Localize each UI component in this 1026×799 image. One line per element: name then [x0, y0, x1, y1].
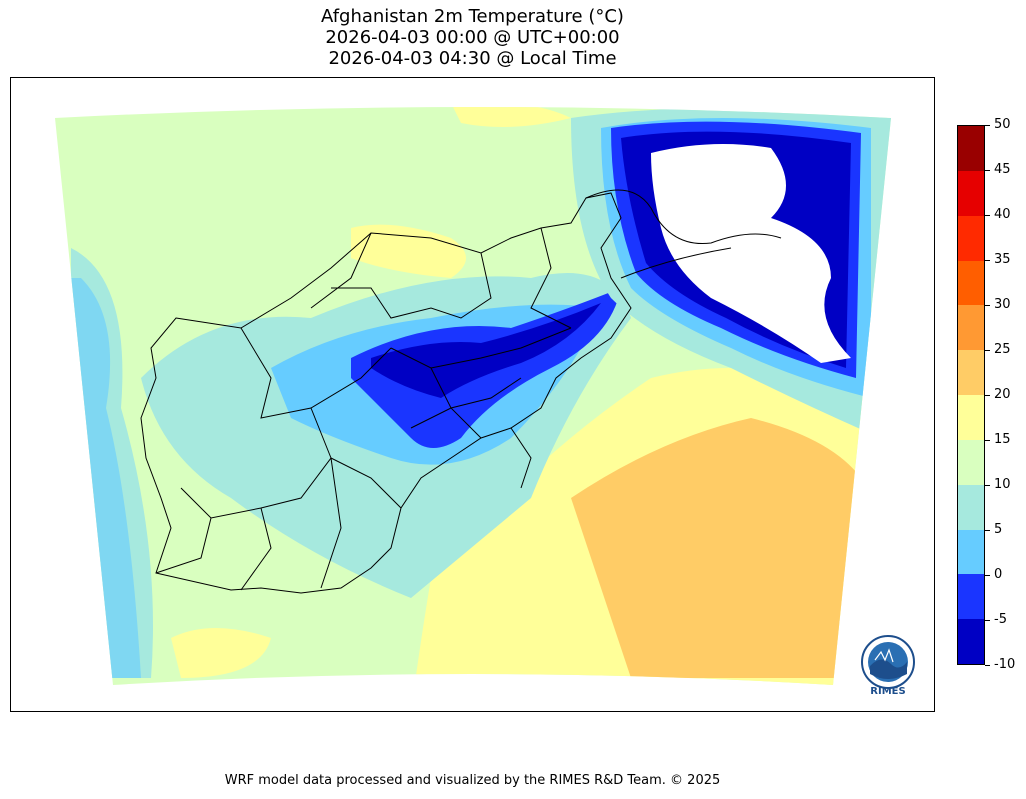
- colorbar-segment: [958, 484, 984, 530]
- colorbar-tick-mark: [985, 665, 990, 666]
- colorbar-segment: [958, 395, 984, 441]
- colorbar-tick-mark: [985, 170, 990, 171]
- colorbar-segment: [958, 350, 984, 396]
- colorbar-tick-mark: [985, 440, 990, 441]
- colorbar-segment: [958, 305, 984, 351]
- colorbar-tick-mark: [985, 260, 990, 261]
- colorbar-tick-label: 10: [994, 477, 1011, 492]
- colorbar-segment: [958, 126, 984, 172]
- title-line-2: 2026-04-03 00:00 @ UTC+00:00: [325, 27, 620, 48]
- colorbar-tick-label: -10: [994, 657, 1016, 672]
- colorbar-segment: [958, 439, 984, 486]
- zone-20-25-south: [571, 418, 861, 678]
- colorbar-tick-label: 40: [994, 207, 1011, 222]
- colorbar-segment: [958, 215, 984, 261]
- rimes-logo: RIMES: [853, 634, 923, 700]
- colorbar-tick-mark: [985, 530, 990, 531]
- colorbar-tick-label: 30: [994, 297, 1011, 312]
- title-line-1: Afghanistan 2m Temperature (°C): [321, 6, 624, 27]
- colorbar-segment: [958, 619, 984, 665]
- colorbar-tick-label: 20: [994, 387, 1011, 402]
- zone-15-20-north: [351, 224, 466, 278]
- colorbar-tick-mark: [985, 485, 990, 486]
- colorbar-tick-mark: [985, 215, 990, 216]
- colorbar-tick-label: 35: [994, 252, 1011, 267]
- colorbar-segment: [958, 170, 984, 217]
- colorbar-tick-mark: [985, 575, 990, 576]
- colorbar-tick-label: 0: [994, 567, 1003, 582]
- rimes-logo-text: RIMES: [870, 686, 906, 697]
- colorbar-tick-label: -5: [994, 612, 1007, 627]
- colorbar-tick-label: 5: [994, 522, 1003, 537]
- colorbar-tick-label: 25: [994, 342, 1011, 357]
- colorbar-tick-label: 45: [994, 162, 1011, 177]
- colorbar-tick-mark: [985, 395, 990, 396]
- zone-15-20-southwest: [171, 628, 271, 678]
- colorbar-tick-label: 15: [994, 432, 1011, 447]
- colorbar-segment: [958, 260, 984, 306]
- temperature-map: [55, 107, 891, 685]
- colorbar-tick-mark: [985, 305, 990, 306]
- zone-15-20-northeast: [451, 107, 571, 127]
- zone-below-minus10: [651, 144, 851, 363]
- footer-credit: WRF model data processed and visualized …: [224, 773, 721, 788]
- map-frame: RIMES: [10, 77, 935, 712]
- rimes-globe-icon: [861, 635, 915, 689]
- province-borders: [140, 192, 632, 594]
- colorbar-segment: [958, 574, 984, 620]
- title-line-3: 2026-04-03 04:30 @ Local Time: [328, 48, 617, 69]
- colorbar-tick-mark: [985, 620, 990, 621]
- colorbar: [957, 125, 985, 665]
- colorbar-tick-mark: [985, 125, 990, 126]
- colorbar-tick-mark: [985, 350, 990, 351]
- country-borders-northeast: [585, 189, 782, 279]
- zone-minus10-minus5-central: [371, 303, 601, 398]
- colorbar-segment: [958, 529, 984, 575]
- colorbar-tick-label: 50: [994, 117, 1011, 132]
- map-title: Afghanistan 2m Temperature (°C) 2026-04-…: [10, 6, 935, 69]
